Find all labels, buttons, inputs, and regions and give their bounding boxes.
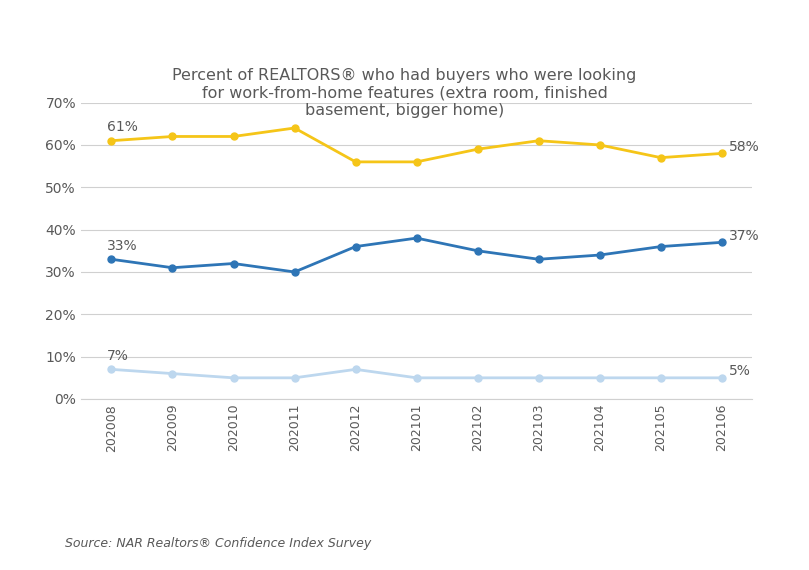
Yes	[167, 133, 177, 140]
Line: No: No	[108, 235, 726, 275]
No	[290, 268, 299, 275]
Text: Source: NAR Realtors® Confidence Index Survey: Source: NAR Realtors® Confidence Index S…	[65, 537, 371, 550]
Don't' know enough about buyer's motivation	[351, 366, 361, 373]
Text: 7%: 7%	[108, 349, 129, 363]
No	[229, 260, 239, 267]
Don't' know enough about buyer's motivation	[290, 374, 299, 381]
No	[107, 256, 116, 263]
No	[717, 239, 726, 246]
Don't' know enough about buyer's motivation	[229, 374, 239, 381]
Text: 5%: 5%	[729, 364, 751, 378]
No	[412, 235, 421, 242]
No	[534, 256, 544, 263]
Text: 33%: 33%	[108, 239, 138, 253]
Yes	[717, 150, 726, 157]
Don't' know enough about buyer's motivation	[167, 370, 177, 377]
Line: Yes: Yes	[108, 124, 726, 165]
Don't' know enough about buyer's motivation	[534, 374, 544, 381]
Yes	[595, 141, 604, 148]
Don't' know enough about buyer's motivation	[656, 374, 666, 381]
Yes	[229, 133, 239, 140]
Don't' know enough about buyer's motivation	[107, 366, 116, 373]
Text: 61%: 61%	[108, 120, 138, 134]
Yes	[534, 137, 544, 144]
No	[167, 264, 177, 271]
No	[351, 243, 361, 250]
Yes	[412, 158, 421, 165]
No	[595, 251, 604, 258]
No	[472, 247, 482, 254]
No	[656, 243, 666, 250]
Yes	[656, 154, 666, 161]
Text: 58%: 58%	[729, 140, 760, 154]
Text: 37%: 37%	[729, 229, 760, 243]
Legend: Yes, No, Don't' know enough about buyer's motivation: Yes, No, Don't' know enough about buyer'…	[155, 569, 678, 570]
Don't' know enough about buyer's motivation	[412, 374, 421, 381]
Don't' know enough about buyer's motivation	[472, 374, 482, 381]
Don't' know enough about buyer's motivation	[595, 374, 604, 381]
Don't' know enough about buyer's motivation	[717, 374, 726, 381]
Text: Percent of REALTORS® who had buyers who were looking
for work-from-home features: Percent of REALTORS® who had buyers who …	[172, 68, 637, 118]
Yes	[472, 146, 482, 153]
Yes	[351, 158, 361, 165]
Yes	[107, 137, 116, 144]
Line: Don't' know enough about buyer's motivation: Don't' know enough about buyer's motivat…	[108, 366, 726, 381]
Yes	[290, 125, 299, 132]
